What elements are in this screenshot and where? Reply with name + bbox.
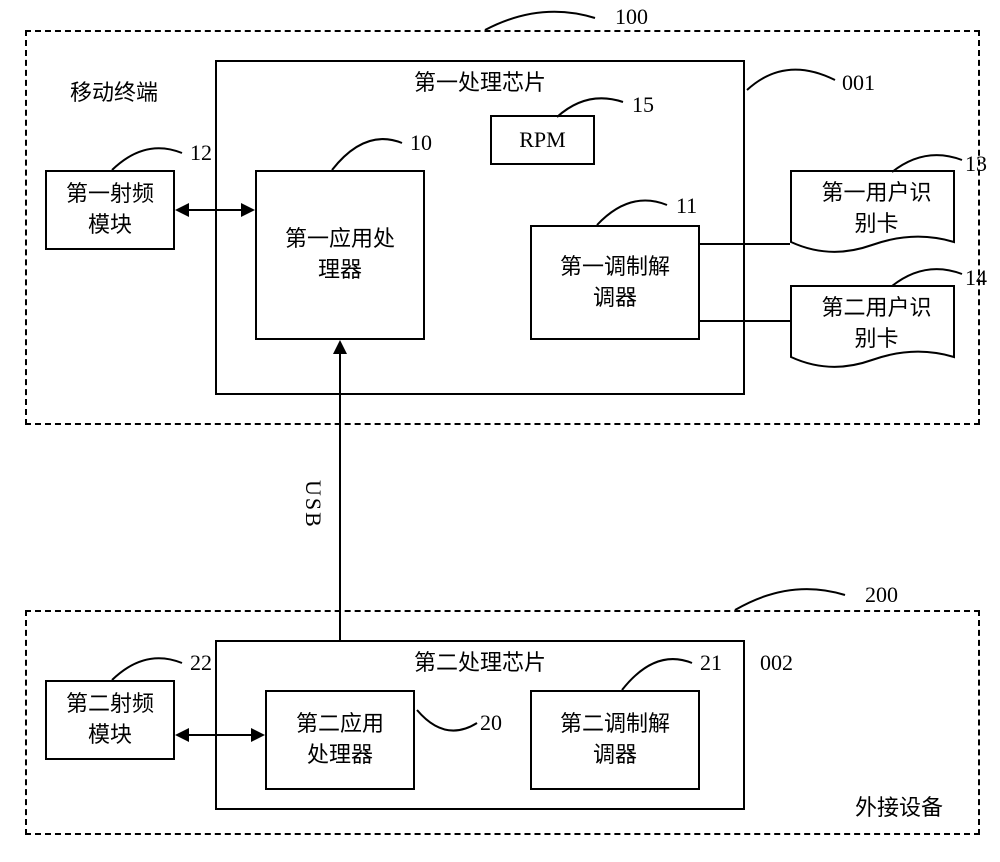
arrow-rf1-ap1: [175, 198, 255, 222]
chip-001-title: 第一处理芯片: [410, 62, 550, 103]
rf-module-1-label: 第一射频 模块: [62, 175, 158, 245]
leader-21: [620, 648, 700, 693]
rf-module-2: 第二射频 模块: [45, 680, 175, 760]
rpm-box: RPM: [490, 115, 595, 165]
modem-1-label: 第一调制解 调器: [556, 248, 674, 318]
leader-20: [415, 698, 485, 743]
title-external-device: 外接设备: [855, 790, 943, 822]
line-modem1-sim1: [700, 243, 790, 245]
label-200: 200: [865, 582, 898, 608]
modem-1: 第一调制解 调器: [530, 225, 700, 340]
modem-2-label: 第二调制解 调器: [556, 705, 674, 775]
leader-12: [110, 138, 190, 173]
title-mobile-terminal: 移动终端: [70, 75, 158, 107]
label-12: 12: [190, 140, 212, 166]
leader-100: [480, 6, 610, 36]
label-21: 21: [700, 650, 722, 676]
label-11: 11: [676, 193, 697, 219]
leader-001: [745, 50, 845, 100]
leader-22: [110, 648, 190, 683]
rf-module-2-label: 第二射频 模块: [62, 685, 158, 755]
ap-2-label: 第二应用 处理器: [292, 705, 388, 775]
sim-card-1-label: 第一用户识 别卡: [790, 170, 963, 244]
label-13: 13: [965, 151, 987, 177]
label-15: 15: [632, 92, 654, 118]
leader-11: [595, 190, 675, 228]
rf-module-1: 第一射频 模块: [45, 170, 175, 250]
modem-2: 第二调制解 调器: [530, 690, 700, 790]
sim-card-2: 第二用户识 别卡: [790, 285, 955, 375]
sim-card-2-label: 第二用户识 别卡: [790, 285, 963, 359]
arrow-rf2-ap2: [175, 723, 265, 747]
usb-label: USB: [300, 480, 326, 529]
label-22: 22: [190, 650, 212, 676]
ap-2: 第二应用 处理器: [265, 690, 415, 790]
label-14: 14: [965, 265, 987, 291]
line-modem1-sim2: [700, 320, 790, 322]
label-20: 20: [480, 710, 502, 736]
leader-200: [730, 583, 860, 613]
label-002: 002: [760, 650, 793, 676]
leader-10: [330, 128, 410, 173]
diagram-canvas: 100 移动终端 第一处理芯片 001 第一射频 模块 12 第一应用处 理器 …: [0, 0, 1000, 862]
chip-002-title: 第二处理芯片: [410, 642, 550, 683]
sim-card-1: 第一用户识 别卡: [790, 170, 955, 260]
ap-1-label: 第一应用处 理器: [281, 220, 399, 290]
rpm-label: RPM: [515, 121, 569, 160]
ap-1: 第一应用处 理器: [255, 170, 425, 340]
label-001: 001: [842, 70, 875, 96]
label-10: 10: [410, 130, 432, 156]
label-100: 100: [615, 4, 648, 30]
leader-15: [555, 92, 630, 120]
